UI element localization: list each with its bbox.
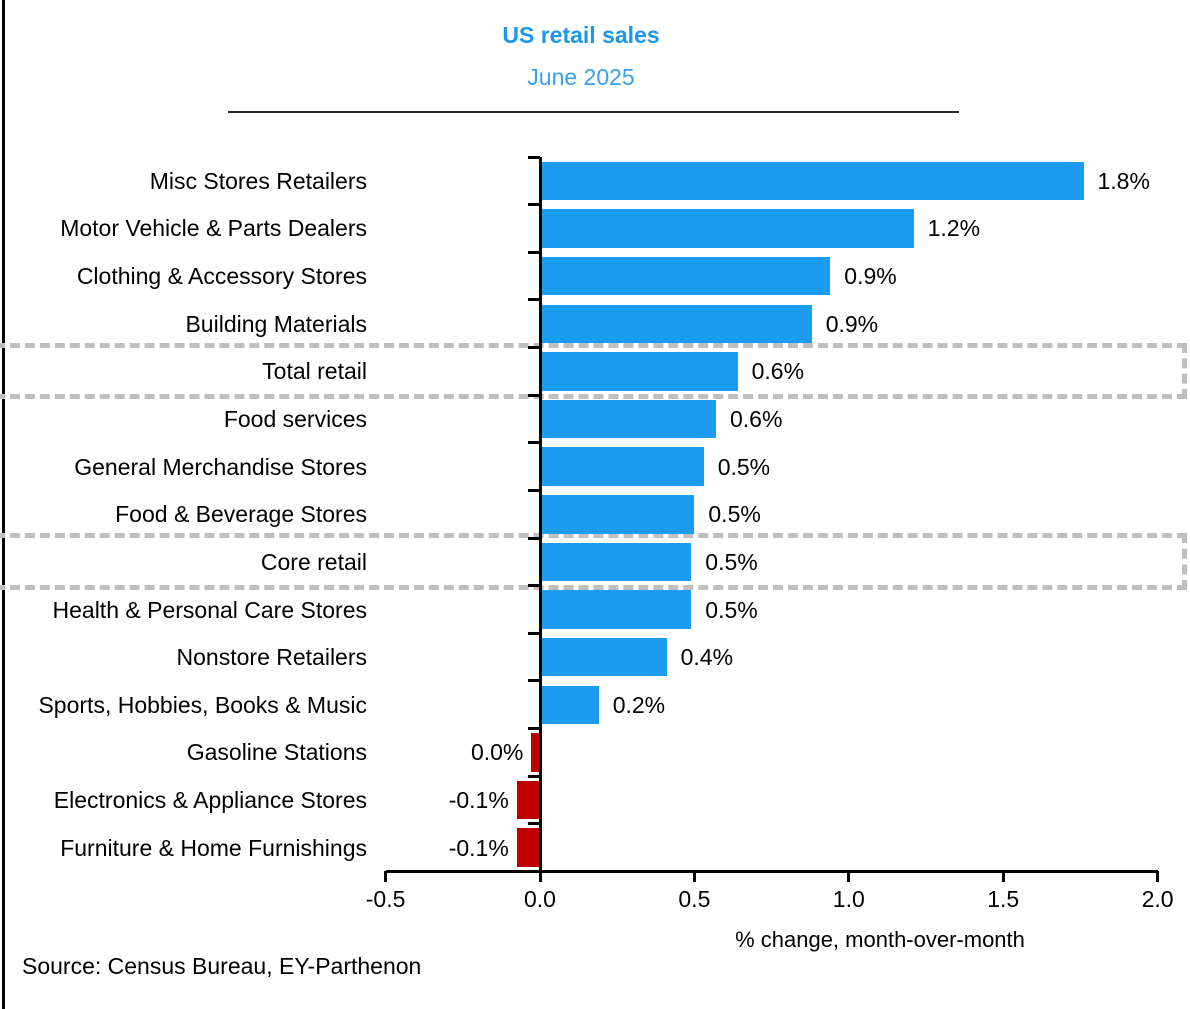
value-label-food-services: 0.6%: [730, 406, 783, 432]
value-label-core-retail: 0.5%: [705, 548, 758, 575]
bar-motor-vehicle-parts-dealers: [540, 209, 914, 248]
x-axis-tick: [1156, 871, 1160, 882]
value-label-health-personal-care-stores: 0.5%: [705, 596, 758, 623]
title-divider-line: [228, 111, 959, 113]
x-tick-label-1-5: 1.5: [987, 886, 1020, 912]
bar-food-beverage-stores: [540, 495, 695, 534]
x-tick-label-1-0: 1.0: [832, 886, 865, 912]
x-tick-label-0-0: 0.0: [524, 886, 556, 912]
chart-header: US retail sales June 2025: [0, 0, 1162, 91]
x-tick-label-0-5: 0.5: [678, 886, 711, 912]
bar-core-retail: [540, 542, 692, 582]
category-label-misc-stores-retailers: Misc Stores Retailers: [149, 167, 367, 194]
category-label-general-merchandise-stores: General Merchandise Stores: [74, 453, 367, 480]
category-label-food-services: Food services: [223, 406, 367, 432]
y-axis-tick: [527, 393, 540, 397]
value-label-misc-stores-retailers: 1.8%: [1097, 167, 1150, 194]
category-label-food-beverage-stores: Food & Beverage Stores: [115, 501, 367, 528]
x-tick-label-2-0: 2.0: [1141, 886, 1174, 912]
bar-furniture-home-furnishings: [516, 828, 540, 867]
x-axis-tick: [538, 871, 542, 882]
chart-title: US retail sales: [502, 22, 660, 48]
x-tick-label-0-5: -0.5: [365, 886, 406, 912]
category-label-furniture-home-furnishings: Furniture & Home Furnishings: [60, 834, 367, 861]
y-axis-tick: [527, 727, 540, 731]
value-label-electronics-appliance-stores: -0.1%: [448, 787, 509, 813]
x-axis-line: [385, 869, 1158, 873]
value-label-food-beverage-stores: 0.5%: [708, 501, 761, 528]
y-axis-tick: [527, 155, 540, 159]
highlight-box-core-retail: [0, 533, 1187, 590]
y-axis-tick: [527, 488, 540, 492]
bar-building-materials: [540, 304, 812, 343]
value-label-nonstore-retailers: 0.4%: [680, 644, 734, 671]
chart-subtitle: June 2025: [527, 64, 635, 90]
y-axis-tick: [527, 346, 540, 349]
y-axis-tick: [527, 774, 540, 778]
value-label-gasoline-stations: 0.0%: [470, 739, 524, 766]
x-axis-tick: [847, 871, 851, 882]
bar-health-personal-care-stores: [540, 590, 692, 629]
x-axis-tick: [384, 871, 388, 882]
x-axis-tick: [1001, 871, 1005, 882]
y-axis-tick: [527, 250, 540, 254]
bar-nonstore-retailers: [540, 637, 667, 677]
y-axis-tick: [527, 536, 540, 540]
x-axis-title: % change, month-over-month: [735, 927, 1025, 952]
category-label-building-materials: Building Materials: [185, 310, 367, 337]
category-label-core-retail: Core retail: [260, 548, 367, 575]
value-label-furniture-home-furnishings: -0.1%: [448, 834, 509, 861]
value-label-motor-vehicle-parts-dealers: 1.2%: [927, 215, 981, 242]
bar-sports-hobbies-books-music: [540, 685, 599, 724]
value-label-clothing-accessory-stores: 0.9%: [844, 263, 897, 290]
bar-gasoline-stations: [531, 733, 540, 772]
bar-food-services: [540, 399, 716, 439]
highlight-box-total-retail: [0, 342, 1187, 400]
y-axis-line: [538, 157, 542, 871]
value-label-total-retail: 0.6%: [751, 358, 805, 385]
category-label-gasoline-stations: Gasoline Stations: [186, 739, 367, 766]
value-label-sports-hobbies-books-music: 0.2%: [612, 691, 666, 718]
bar-clothing-accessory-stores: [540, 256, 831, 296]
y-axis-tick: [527, 679, 540, 683]
category-label-motor-vehicle-parts-dealers: Motor Vehicle & Parts Dealers: [60, 215, 367, 242]
value-label-building-materials: 0.9%: [825, 310, 879, 337]
category-label-electronics-appliance-stores: Electronics & Appliance Stores: [53, 787, 367, 813]
category-label-clothing-accessory-stores: Clothing & Accessory Stores: [76, 263, 367, 290]
category-label-health-personal-care-stores: Health & Personal Care Stores: [52, 596, 368, 623]
page-left-border: [2, 0, 5, 1009]
y-axis-tick: [527, 631, 540, 635]
bar-general-merchandise-stores: [540, 447, 704, 486]
bar-electronics-appliance-stores: [516, 780, 540, 820]
x-axis-tick: [692, 871, 696, 882]
category-label-nonstore-retailers: Nonstore Retailers: [176, 644, 367, 671]
category-label-total-retail: Total retail: [262, 358, 367, 385]
y-axis-tick: [527, 441, 540, 445]
y-axis-tick: [527, 298, 540, 302]
y-axis-tick: [527, 203, 540, 207]
bar-total-retail: [540, 352, 738, 391]
category-label-sports-hobbies-books-music: Sports, Hobbies, Books & Music: [38, 691, 367, 718]
bar-misc-stores-retailers: [540, 161, 1084, 201]
y-axis-tick: [527, 584, 540, 588]
value-label-general-merchandise-stores: 0.5%: [717, 453, 771, 480]
source-note: Source: Census Bureau, EY-Parthenon: [22, 953, 422, 979]
y-axis-tick: [527, 822, 540, 826]
